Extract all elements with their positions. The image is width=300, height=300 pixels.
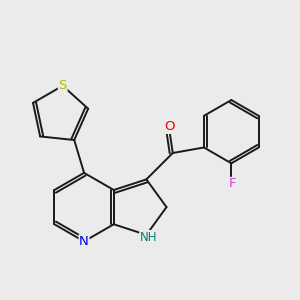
Text: O: O [164,120,174,134]
Text: S: S [58,79,67,92]
Text: NH: NH [140,231,157,244]
Text: F: F [229,178,236,190]
Text: N: N [79,235,89,248]
